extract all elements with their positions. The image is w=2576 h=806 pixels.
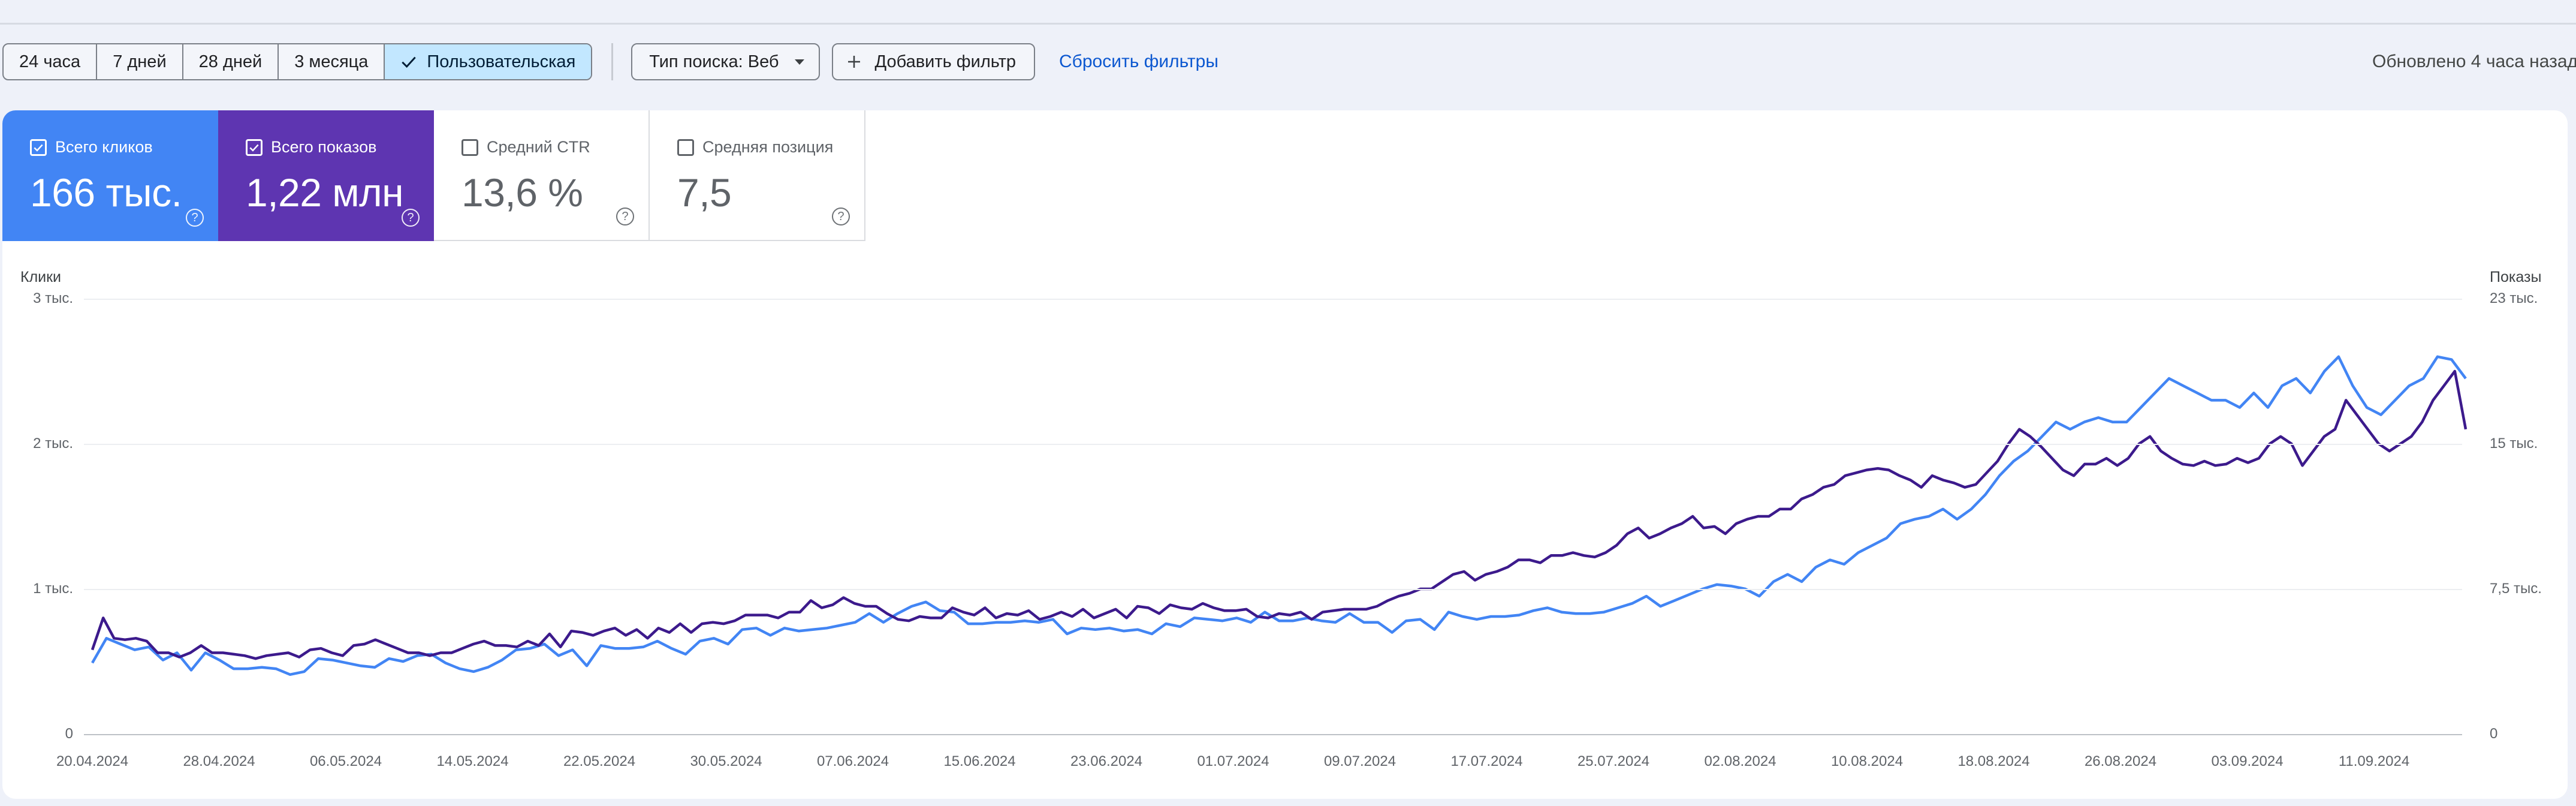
date-range-3m[interactable]: 3 месяца [279,44,385,79]
date-range-custom-label: Пользовательская [427,52,576,71]
chart-gridline [84,299,2462,300]
date-range-custom[interactable]: Пользовательская [385,44,592,79]
metric-label: Средний CTR [487,138,590,156]
last-updated-text: Обновлено 4 часа назад [2372,52,2576,71]
reset-filters-link[interactable]: Сбросить фильтры [1059,52,1218,71]
checkbox-checked-icon[interactable] [246,139,263,156]
right-axis-tick: 0 [2490,726,2498,742]
metric-label: Средняя позиция [702,138,834,156]
left-axis-tick: 3 тыс. [33,290,73,306]
metric-value: 13,6 % [461,170,583,215]
right-axis-tick: 15 тыс. [2490,435,2538,452]
metric-value: 7,5 [677,170,732,215]
x-axis-tick: 09.07.2024 [1323,753,1396,769]
metric-value: 1,22 млн [246,170,404,215]
left-axis-tick: 1 тыс. [33,581,73,597]
x-axis-tick: 11.09.2024 [2338,753,2410,769]
x-axis-tick: 30.05.2024 [690,753,762,769]
metric-total-clicks[interactable]: Всего кликов 166 тыс. ? [2,110,218,241]
right-axis-tick: 7,5 тыс. [2490,581,2542,597]
date-range-28d[interactable]: 28 дней [183,44,279,79]
plus-icon [847,56,860,68]
x-axis-tick: 03.09.2024 [2211,753,2284,769]
metric-label: Всего кликов [55,138,153,156]
x-axis-tick: 26.08.2024 [2084,753,2157,769]
metric-tabs: Всего кликов 166 тыс. ? Всего показов 1,… [2,110,865,241]
add-filter-label: Добавить фильтр [874,52,1016,71]
x-axis-tick: 07.06.2024 [816,753,889,769]
toolbar-separator [611,43,614,80]
x-axis-tick: 01.07.2024 [1197,753,1269,769]
chart-gridline [84,589,2462,590]
help-icon[interactable]: ? [832,207,850,225]
right-axis-tick: 23 тыс. [2490,290,2538,306]
help-icon[interactable]: ? [402,209,420,227]
chart-gridline [84,734,2462,735]
left-axis-title: Клики [20,269,62,285]
filter-toolbar: 24 часа 7 дней 28 дней 3 месяца Пользова… [2,43,2576,80]
x-axis-tick: 25.07.2024 [1577,753,1650,769]
check-icon [402,56,417,68]
performance-card: Всего кликов 166 тыс. ? Всего показов 1,… [2,110,2568,799]
series-line-impressions [91,369,2468,660]
x-axis-tick: 18.08.2024 [1957,753,2030,769]
date-range-7d[interactable]: 7 дней [97,44,183,79]
add-filter-button[interactable]: Добавить фильтр [831,43,1036,80]
metric-average-position[interactable]: Средняя позиция 7,5 ? [650,110,865,241]
search-type-label: Тип поиска: Веб [649,52,779,71]
x-axis-tick: 06.05.2024 [309,753,382,769]
chart-plot [91,355,2468,676]
metric-average-ctr[interactable]: Средний CTR 13,6 % ? [434,110,650,241]
checkbox-unchecked-icon[interactable] [461,139,478,156]
date-range-selector: 24 часа 7 дней 28 дней 3 месяца Пользова… [2,43,593,80]
search-type-dropdown[interactable]: Тип поиска: Веб [631,43,820,80]
x-axis-tick: 14.05.2024 [436,753,509,769]
series-line-clicks [91,355,2467,676]
x-axis-tick: 02.08.2024 [1704,753,1776,769]
date-range-24h[interactable]: 24 часа [4,44,98,79]
x-axis-tick: 22.05.2024 [563,753,636,769]
x-axis-tick: 15.06.2024 [943,753,1016,769]
metric-total-impressions[interactable]: Всего показов 1,22 млн ? [218,110,434,241]
left-axis-tick: 2 тыс. [33,435,73,452]
x-axis-tick: 23.06.2024 [1070,753,1143,769]
x-axis-tick: 28.04.2024 [183,753,255,769]
help-icon[interactable]: ? [616,207,634,225]
metric-value: 166 тыс. [30,170,182,215]
dropdown-arrow-icon [794,59,804,65]
right-axis-title: Показы [2490,269,2542,285]
chart-gridline [84,444,2462,445]
help-icon[interactable]: ? [186,209,204,227]
left-axis-tick: 0 [65,726,73,742]
x-axis-tick: 10.08.2024 [1830,753,1904,769]
header-divider [0,23,2576,25]
checkbox-unchecked-icon[interactable] [677,139,694,156]
metric-label: Всего показов [271,138,377,156]
x-axis-tick: 20.04.2024 [56,753,129,769]
x-axis-tick: 17.07.2024 [1450,753,1523,769]
checkbox-checked-icon[interactable] [30,139,47,156]
